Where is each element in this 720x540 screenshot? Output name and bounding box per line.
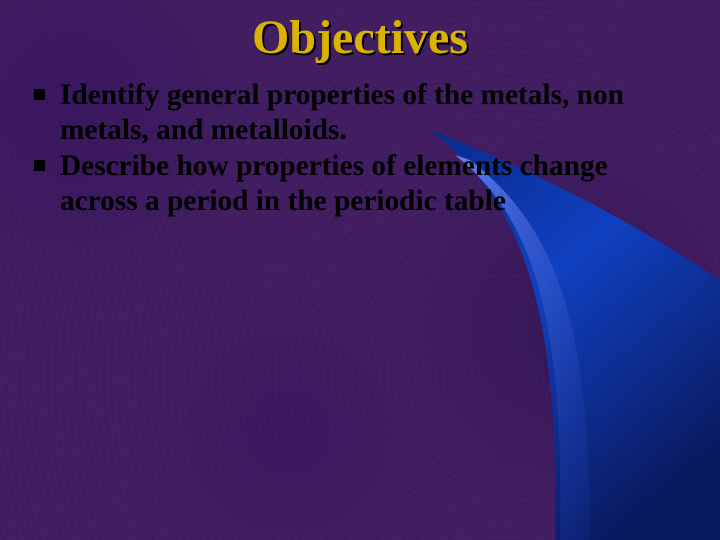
bullet-item: Identify general properties of the metal… [28,78,680,147]
bullet-list: Identify general properties of the metal… [28,78,680,220]
bullet-item: Describe how properties of elements chan… [28,149,680,218]
slide: Objectives Identify general properties o… [0,0,720,540]
slide-title: Objectives [0,10,720,65]
